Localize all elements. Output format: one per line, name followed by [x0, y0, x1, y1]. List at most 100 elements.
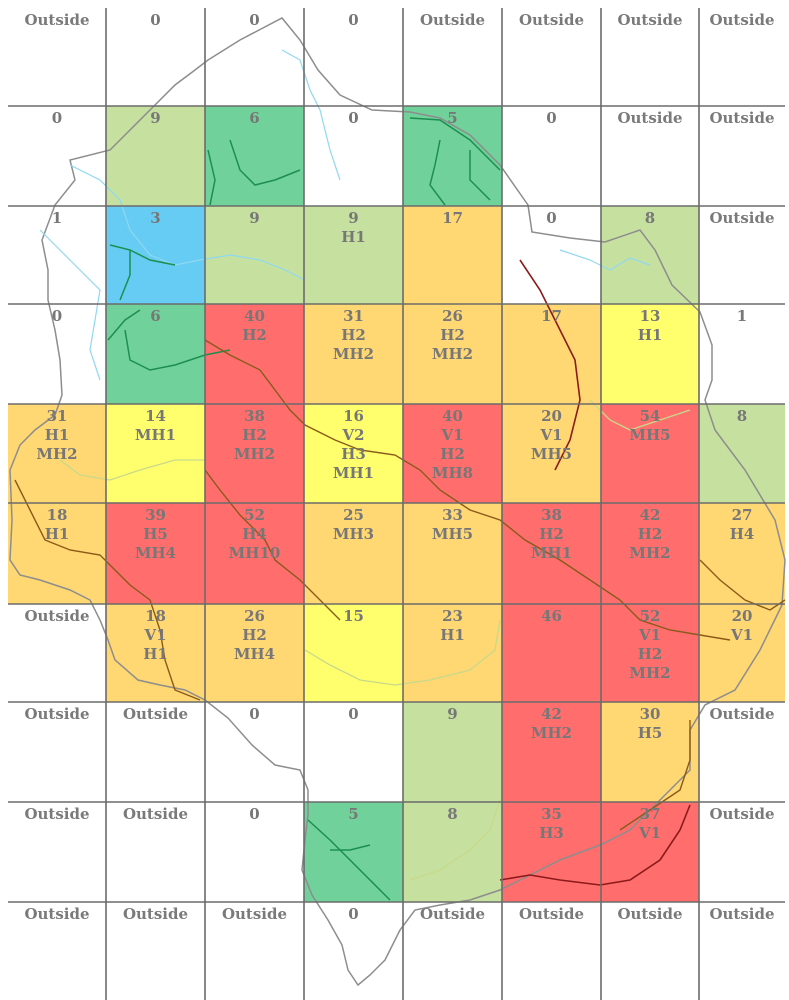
stream-yellow-left [59, 459, 205, 481]
grid-cell-r6-c7 [699, 604, 785, 702]
stream-south-red [499, 804, 691, 886]
cell-label-r5-c4-line1: MH5 [432, 525, 473, 543]
cell-label-r5-c7-line1: H4 [730, 525, 755, 543]
grid-cell-r8-c4 [403, 802, 502, 902]
cell-label-r5-c2-line0: 52 [244, 506, 265, 524]
cell-label-r5-c1-line0: 39 [145, 506, 166, 524]
cell-label-r7-c5-line1: MH2 [531, 724, 572, 742]
cell-label-r8-c7-line0: Outside [709, 805, 774, 823]
cell-label-r2-c2-line0: 9 [249, 209, 259, 227]
cell-label-r2-c4-line0: 17 [442, 209, 463, 227]
cell-label-r3-c0-line0: 0 [52, 307, 62, 325]
grid-cell-r3-c2 [205, 304, 304, 404]
cell-label-r4-c3-line0: 16 [343, 407, 364, 425]
cell-label-r2-c5-line0: 0 [546, 209, 556, 227]
cell-label-r5-c5-line1: H2 [539, 525, 564, 543]
cell-label-r3-c3-line1: H2 [341, 326, 366, 344]
grid-lines [8, 8, 785, 1000]
cell-label-r4-c3-line3: MH1 [333, 464, 374, 482]
grid-cell-r6-c3 [304, 604, 403, 702]
grid-cell-r6-c1 [106, 604, 205, 702]
cell-labels: Outside 0 0 0 Outside Outside Outside Outside 0 9… [24, 11, 774, 923]
cell-label-r6-c5-line0: 46 [541, 607, 562, 625]
cell-label-r5-c3-line1: MH3 [333, 525, 374, 543]
grid-cell-r2-c4 [403, 206, 502, 304]
cell-label-r8-c0-line0: Outside [24, 805, 89, 823]
cell-label-r1-c5-line0: 0 [546, 109, 556, 127]
cell-label-r7-c3-line0: 0 [348, 705, 358, 723]
cell-label-r4-c2-line2: MH2 [234, 445, 275, 463]
grid-cell-r1-c1 [106, 106, 205, 206]
cell-label-r0-c0-line0: Outside [24, 11, 89, 29]
stream-southwest [14, 479, 201, 701]
cell-label-r4-c6-line0: 54 [640, 407, 661, 425]
cell-label-r3-c7-line0: 1 [737, 307, 747, 325]
grid-cell-r2-c6 [601, 206, 699, 304]
cell-label-r5-c5-line0: 38 [541, 506, 562, 524]
cell-label-r5-c2-line2: MH10 [229, 544, 281, 562]
cell-label-r8-c5-line1: H3 [539, 824, 564, 842]
cell-label-r5-c3-line0: 25 [343, 506, 364, 524]
cell-label-r6-c2-line0: 26 [244, 607, 265, 625]
grid-cell-r5-c1 [106, 503, 205, 604]
cell-label-r5-c5-line2: MH1 [531, 544, 572, 562]
cell-label-r4-c5-line1: V1 [539, 426, 562, 444]
grid-cell-r3-c5 [502, 304, 601, 404]
cell-label-r6-c1-line0: 18 [145, 607, 166, 625]
cell-label-r4-c4-line0: 40 [442, 407, 463, 425]
cell-label-r7-c6-line0: 30 [640, 705, 661, 723]
cell-label-r4-c5-line0: 20 [541, 407, 562, 425]
cell-label-r6-c7-line1: V1 [730, 626, 753, 644]
cell-label-r4-c2-line1: H2 [242, 426, 267, 444]
cell-label-r5-c2-line1: H4 [242, 525, 267, 543]
grid-cell-r4-c6 [601, 404, 699, 503]
cell-label-r2-c6-line0: 8 [645, 209, 655, 227]
grid-cell-r3-c1 [106, 304, 205, 404]
cell-label-r7-c2-line0: 0 [249, 705, 259, 723]
cell-label-r4-c0-line0: 31 [47, 407, 68, 425]
grid-cell-r3-c3 [304, 304, 403, 404]
river-right [559, 249, 651, 271]
cell-label-r7-c7-line0: Outside [709, 705, 774, 723]
cell-label-r5-c0-line1: H1 [45, 525, 70, 543]
grid-cell-r4-c0 [8, 404, 106, 503]
cell-label-r1-c7-line0: Outside [709, 109, 774, 127]
cell-label-r4-c3-line2: H3 [341, 445, 366, 463]
cell-label-r0-c3-line0: 0 [348, 11, 358, 29]
cell-label-r3-c2-line0: 40 [244, 307, 265, 325]
cell-label-r8-c1-line0: Outside [123, 805, 188, 823]
stream-red-right [519, 259, 581, 471]
grid-cell-r5-c3 [304, 503, 403, 604]
grid-cell-r5-c2 [205, 503, 304, 604]
cell-label-r9-c6-line0: Outside [617, 905, 682, 923]
cell-label-r7-c4-line0: 9 [447, 705, 457, 723]
cell-label-r7-c0-line0: Outside [24, 705, 89, 723]
grid-cell-r2-c3 [304, 206, 403, 304]
stream-southeast [619, 720, 691, 831]
cell-label-r3-c6-line1: H1 [638, 326, 663, 344]
stream-south-green [307, 819, 391, 901]
grid-cell-r1-c2 [205, 106, 304, 206]
cell-label-r8-c6-line1: V1 [638, 824, 661, 842]
cell-label-r2-c0-line0: 1 [52, 209, 62, 227]
cell-label-r6-c2-line1: H2 [242, 626, 267, 644]
cell-label-r4-c1-line0: 14 [145, 407, 166, 425]
grid-cell-r4-c5 [502, 404, 601, 503]
cell-label-r3-c4-line0: 26 [442, 307, 463, 325]
grid-cell-r3-c4 [403, 304, 502, 404]
cell-label-r4-c3-line1: V2 [341, 426, 364, 444]
cell-label-r9-c1-line0: Outside [123, 905, 188, 923]
cell-label-r9-c5-line0: Outside [519, 905, 584, 923]
cell-label-r3-c4-line1: H2 [440, 326, 465, 344]
cell-label-r6-c6-line1: V1 [638, 626, 661, 644]
cell-label-r2-c1-line0: 3 [150, 209, 160, 227]
grid-cell-r6-c4 [403, 604, 502, 702]
cell-label-r4-c6-line1: MH5 [629, 426, 670, 444]
grid-cell-r2-c1 [106, 206, 205, 304]
cell-label-r3-c6-line0: 13 [640, 307, 661, 325]
grid-cell-r8-c5 [502, 802, 601, 902]
grid-cell-r7-c5 [502, 702, 601, 802]
map-features [9, 17, 786, 987]
cell-label-r3-c3-line0: 31 [343, 307, 364, 325]
